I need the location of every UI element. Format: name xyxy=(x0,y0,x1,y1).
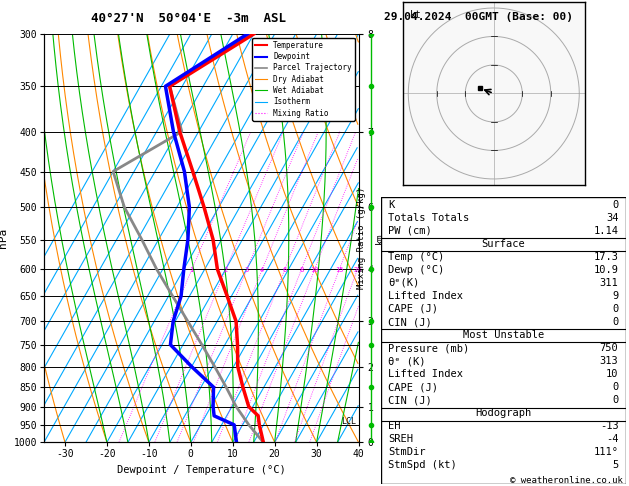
Text: 10: 10 xyxy=(606,369,618,379)
Text: 4: 4 xyxy=(260,267,264,273)
Text: kt: kt xyxy=(410,10,421,19)
Text: Lifted Index: Lifted Index xyxy=(388,291,463,301)
Text: Temp (°C): Temp (°C) xyxy=(388,252,444,262)
Text: 40°27'N  50°04'E  -3m  ASL: 40°27'N 50°04'E -3m ASL xyxy=(91,12,286,25)
Text: 311: 311 xyxy=(599,278,618,288)
Text: K: K xyxy=(388,200,394,209)
Text: 15: 15 xyxy=(335,267,343,273)
Text: CIN (J): CIN (J) xyxy=(388,395,431,405)
Text: 0: 0 xyxy=(612,304,618,314)
Text: 8: 8 xyxy=(299,267,303,273)
Legend: Temperature, Dewpoint, Parcel Trajectory, Dry Adiabat, Wet Adiabat, Isotherm, Mi: Temperature, Dewpoint, Parcel Trajectory… xyxy=(252,38,355,121)
Text: 10: 10 xyxy=(310,267,319,273)
X-axis label: Dewpoint / Temperature (°C): Dewpoint / Temperature (°C) xyxy=(117,465,286,475)
Y-axis label: km
ASL: km ASL xyxy=(375,229,396,247)
Text: StmSpd (kt): StmSpd (kt) xyxy=(388,460,457,470)
Text: -4: -4 xyxy=(606,434,618,444)
Text: Surface: Surface xyxy=(481,239,525,249)
Text: 313: 313 xyxy=(599,356,618,366)
Text: Lifted Index: Lifted Index xyxy=(388,369,463,379)
Text: Totals Totals: Totals Totals xyxy=(388,213,469,223)
Text: 34: 34 xyxy=(606,213,618,223)
Text: Most Unstable: Most Unstable xyxy=(462,330,544,340)
Text: Pressure (mb): Pressure (mb) xyxy=(388,343,469,353)
Text: StmDir: StmDir xyxy=(388,447,425,457)
Text: 0: 0 xyxy=(612,382,618,392)
Text: 2: 2 xyxy=(223,267,228,273)
Text: CAPE (J): CAPE (J) xyxy=(388,304,438,314)
Text: 3: 3 xyxy=(245,267,248,273)
Text: LCL: LCL xyxy=(342,417,357,426)
Text: 111°: 111° xyxy=(594,447,618,457)
Text: 17.3: 17.3 xyxy=(594,252,618,262)
FancyBboxPatch shape xyxy=(381,197,626,484)
Text: SREH: SREH xyxy=(388,434,413,444)
Text: CIN (J): CIN (J) xyxy=(388,317,431,327)
Text: 0: 0 xyxy=(612,317,618,327)
Text: CAPE (J): CAPE (J) xyxy=(388,382,438,392)
Text: 10.9: 10.9 xyxy=(594,265,618,275)
Text: 6: 6 xyxy=(282,267,287,273)
Text: 20: 20 xyxy=(353,267,362,273)
Text: Mixing Ratio (g/kg): Mixing Ratio (g/kg) xyxy=(357,187,366,289)
Text: 1.14: 1.14 xyxy=(594,226,618,236)
Text: 29.04.2024  00GMT (Base: 00): 29.04.2024 00GMT (Base: 00) xyxy=(384,12,572,22)
Text: 1: 1 xyxy=(189,267,194,273)
Y-axis label: hPa: hPa xyxy=(0,228,8,248)
Text: PW (cm): PW (cm) xyxy=(388,226,431,236)
Text: Hodograph: Hodograph xyxy=(475,408,532,418)
Text: 0: 0 xyxy=(612,395,618,405)
Text: © weatheronline.co.uk: © weatheronline.co.uk xyxy=(510,476,623,485)
Text: θᵉ(K): θᵉ(K) xyxy=(388,278,419,288)
Text: 5: 5 xyxy=(612,460,618,470)
Text: -13: -13 xyxy=(599,421,618,431)
Text: Dewp (°C): Dewp (°C) xyxy=(388,265,444,275)
Text: θᵉ (K): θᵉ (K) xyxy=(388,356,425,366)
Text: 9: 9 xyxy=(612,291,618,301)
Text: 0: 0 xyxy=(612,200,618,209)
Text: 750: 750 xyxy=(599,343,618,353)
Text: EH: EH xyxy=(388,421,401,431)
